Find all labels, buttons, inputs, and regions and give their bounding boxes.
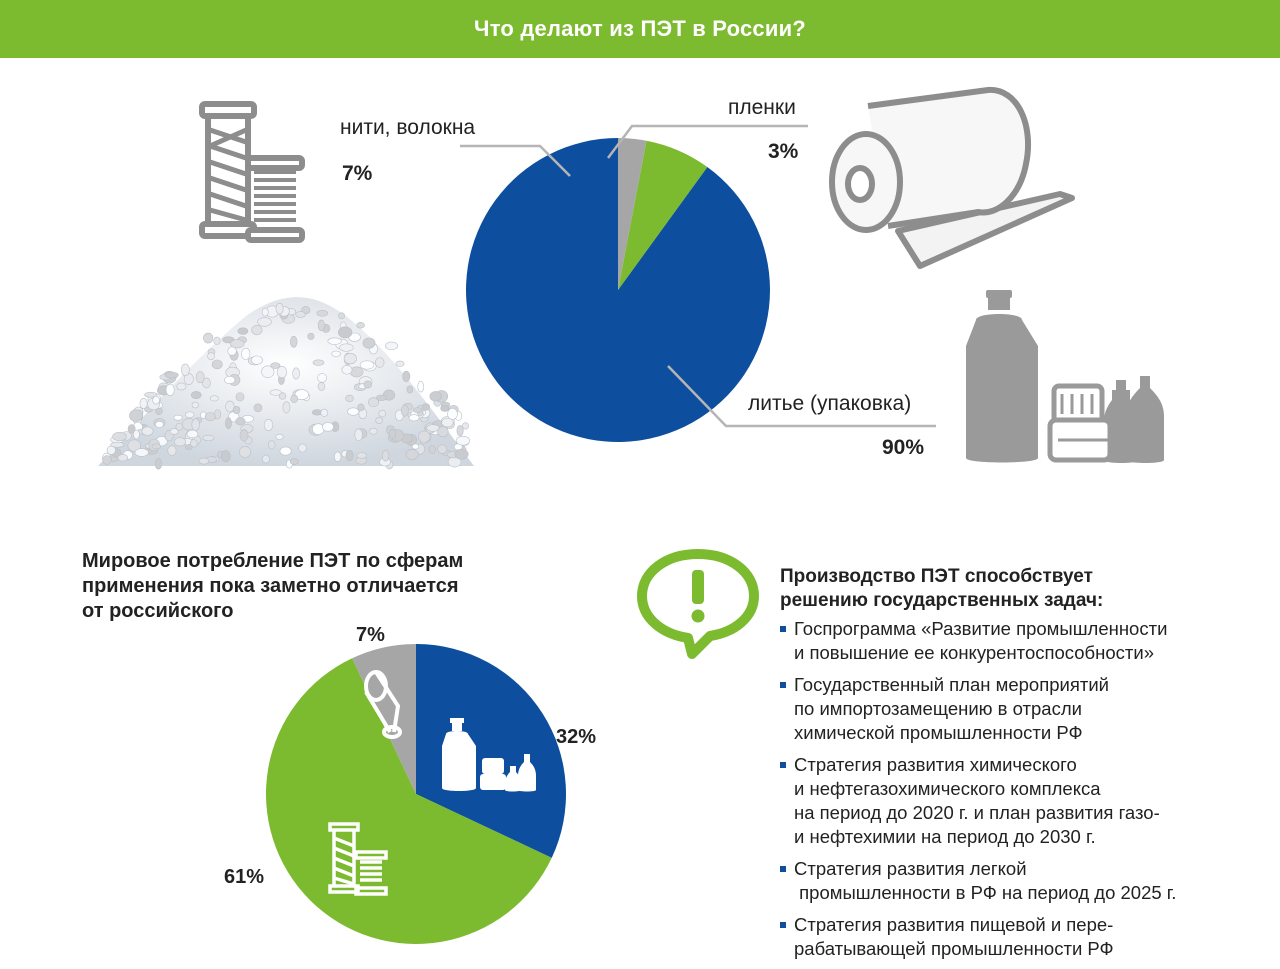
bottles-containers-icon: [966, 290, 1164, 463]
bottles-containers-icon: [442, 718, 536, 792]
pie-slice-world-fibers: [266, 658, 552, 944]
task-line: и нефтегазохимического комплекса: [794, 778, 1101, 799]
slice-value-world-film: 7%: [356, 624, 385, 646]
pie-slice-threads: [618, 140, 708, 290]
slice-value-casting: 90%: [882, 436, 925, 459]
heading-line: Мировое потребление ПЭТ по сферам: [82, 550, 464, 572]
slice-label-film: пленки: [728, 96, 796, 119]
task-line: и повышение ее конкурентоспособности»: [794, 642, 1154, 663]
task-line: и нефтехимии на период до 2030 г.: [794, 826, 1096, 847]
heading-line: применения пока заметно отличается: [82, 575, 459, 597]
tasks-heading-line: Производство ПЭТ способствует: [780, 566, 1093, 587]
slice-label-casting: литье (упаковка): [748, 392, 912, 415]
tasks-heading: Производство ПЭТ способствует решению го…: [780, 565, 1103, 613]
pie-slice-world-packaging: [416, 644, 566, 858]
task-item: Стратегия развития химического и нефтега…: [778, 753, 1268, 849]
tasks-list: Госпрограмма «Развитие промышленности и …: [778, 617, 1268, 969]
leader-lines: [460, 124, 936, 428]
task-line: на период до 2020 г. и план развития газ…: [794, 802, 1160, 823]
thread-spools-icon: [328, 822, 388, 896]
task-item: Стратегия развития легкой промышленности…: [778, 857, 1268, 905]
slice-value-world-fibers: 61%: [224, 866, 265, 888]
task-line: химической промышленности РФ: [794, 722, 1083, 743]
task-item: Госпрограмма «Развитие промышленности и …: [778, 617, 1268, 665]
exclamation-speech-bubble-icon: [637, 549, 759, 659]
task-line: Государственный план мероприятий: [794, 674, 1110, 695]
page-title: Что делают из ПЭТ в России?: [474, 16, 806, 41]
task-line: рабатывающей промышленности РФ: [794, 938, 1114, 959]
task-line: Госпрограмма «Развитие промышленности: [794, 618, 1168, 639]
task-line: Стратегия развития легкой: [794, 858, 1027, 879]
task-line: промышленности в РФ на период до 2025 г.: [794, 882, 1177, 903]
pie-chart-russia: [466, 138, 770, 442]
film-roll-icon: [364, 670, 402, 739]
film-roll-icon: [829, 86, 1075, 269]
leader-line-threads: [460, 144, 571, 177]
task-line: Стратегия развития пищевой и пере-: [794, 914, 1114, 935]
pie-chart-world: [266, 644, 566, 944]
title-banner: Что делают из ПЭТ в России?: [0, 0, 1280, 58]
pet-granules-image: [98, 297, 474, 470]
world-consumption-heading: Мировое потребление ПЭТ по сферам примен…: [82, 549, 463, 624]
slice-value-film: 3%: [768, 140, 799, 163]
leader-line-casting: [667, 365, 936, 428]
slice-value-world-packaging: 32%: [556, 726, 597, 748]
thread-spools-icon: [199, 101, 305, 243]
slice-label-threads: нити, волокна: [340, 116, 476, 139]
task-item: Стратегия развития пищевой и пере- рабат…: [778, 913, 1268, 961]
tasks-heading-line: решению государственных задач:: [780, 590, 1104, 611]
pie-slice-film: [618, 138, 647, 290]
heading-line: от российского: [82, 600, 234, 622]
task-line: по импортозамещению в отрасли: [794, 698, 1082, 719]
task-item: Государственный план мероприятий по импо…: [778, 673, 1268, 745]
task-line: Стратегия развития химического: [794, 754, 1077, 775]
slice-value-threads: 7%: [342, 162, 373, 185]
leader-line-film: [607, 124, 808, 159]
